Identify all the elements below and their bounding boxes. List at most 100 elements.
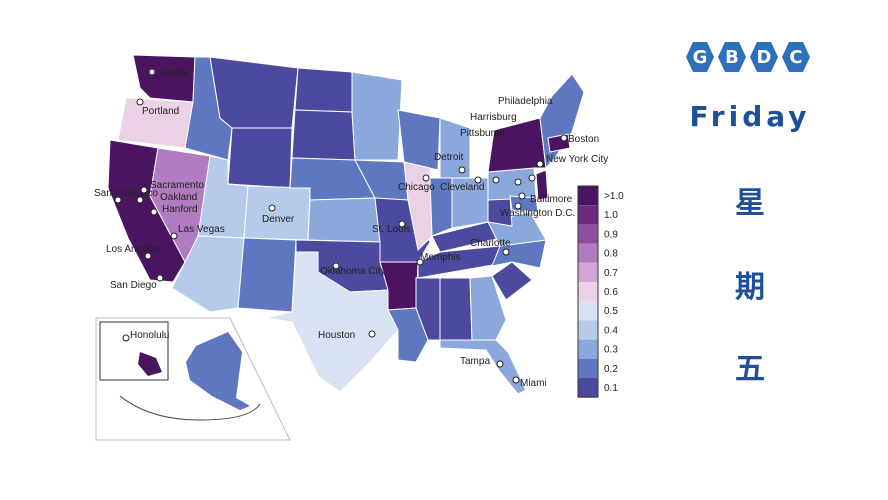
city-cleveland[interactable]: Cleveland [440,176,484,193]
svg-text:Charlotte: Charlotte [470,238,511,249]
legend-swatch [578,378,598,398]
state-hi [138,352,162,376]
city-chicago[interactable]: Chicago [398,174,435,193]
city-philadelphia[interactable]: Philadelphia [498,96,553,182]
state-il [403,161,433,252]
state-al [439,277,473,341]
svg-text:Philadelphia: Philadelphia [498,96,553,107]
city-harrisburg[interactable]: Harrisburg [470,112,522,186]
svg-text:Baltimore: Baltimore [530,194,573,205]
city-charlotte[interactable]: Charlotte [470,238,511,256]
legend-swatch [578,282,598,302]
legend-swatch [578,186,598,206]
state-sc [491,261,533,301]
svg-text:Washington D.C.: Washington D.C. [500,208,575,219]
state-mi [439,117,471,179]
svg-text:San Diego: San Diego [110,280,157,291]
brand-letter-g: G [686,42,714,72]
city-los-angeles[interactable]: Los Angeles [106,244,161,260]
day-chinese-qi: 期 [735,270,765,305]
day-chinese-wu: 五 [735,352,765,387]
legend-label: 0.7 [604,268,618,279]
city-oklahoma-city[interactable]: Oklahoma City [320,262,386,277]
city-seattle[interactable]: Seattle [148,68,190,79]
state-wa [132,54,196,103]
legend-label: 0.5 [604,306,618,317]
state-mn [351,71,403,161]
city-pittsburgh[interactable]: Pittsburgh [460,128,505,184]
states [107,54,585,395]
brand-letter-d: D [750,42,778,72]
svg-text:Honolulu: Honolulu [130,330,169,341]
svg-text:Hanford: Hanford [162,204,198,215]
city-san-diego[interactable]: San Diego [110,274,164,291]
svg-text:Oklahoma City: Oklahoma City [320,266,386,277]
state-mt [209,56,299,129]
legend-label: 0.6 [604,287,618,298]
city-hanford[interactable]: Hanford [150,204,198,216]
city-oakland[interactable]: Oakland [136,192,197,204]
city-houston[interactable]: Houston [318,330,376,341]
city-washington-dc[interactable]: Washington D.C. [500,202,575,219]
city-las-vegas[interactable]: Las Vegas [170,224,225,240]
city-boston[interactable]: Boston [560,134,599,145]
state-ga [469,275,507,341]
day-chinese-xing: 星 [735,186,765,221]
state-sd [291,109,356,161]
legend: >1.0 1.0 0.9 0.8 0.7 0.6 0.5 0.4 0.3 0.2 0.1 [577,185,624,398]
city-portland[interactable]: Portland [136,98,179,117]
svg-text:Memphis: Memphis [420,252,461,263]
svg-text:Detroit: Detroit [434,152,464,163]
legend-swatch [578,224,598,244]
city-detroit[interactable]: Detroit [434,152,466,174]
city-san-francisco[interactable]: San Francisco [94,188,158,204]
city-miami[interactable]: Miami [512,376,547,389]
legend-label: 0.8 [604,249,618,260]
state-ny [487,117,547,173]
state-tx [265,251,399,393]
legend-swatch [578,205,598,225]
city-memphis[interactable]: Memphis [416,252,461,266]
legend-border [577,185,599,398]
city-denver[interactable]: Denver [262,204,295,225]
svg-text:Harrisburg: Harrisburg [470,112,517,123]
svg-text:San Francisco: San Francisco [94,188,158,199]
svg-text:Miami: Miami [520,378,547,389]
state-ks [307,197,381,243]
svg-text:Tampa: Tampa [460,356,490,367]
city-markers: Seattle Portland San Francisco Sacrament… [94,68,608,389]
svg-text:Los Angeles: Los Angeles [106,244,161,255]
legend-swatch [578,358,598,378]
svg-text:Chicago: Chicago [398,182,435,193]
city-tampa[interactable]: Tampa [460,356,504,368]
svg-text:Sacramento: Sacramento [150,180,204,191]
svg-text:Oakland: Oakland [160,192,197,203]
state-pa [487,167,537,201]
legend-label: >1.0 [604,191,624,202]
legend-swatch [578,243,598,263]
brand-logo: G B D C [686,42,810,76]
legend-label: 0.9 [604,229,618,240]
legend-label: 0.4 [604,325,618,336]
svg-text:Seattle: Seattle [158,68,190,79]
hawaii-box [99,321,169,381]
legend-label: 1.0 [604,210,618,221]
state-wy [227,127,293,189]
legend-label: 0.1 [604,383,618,394]
svg-text:New York City: New York City [546,154,608,165]
city-honolulu[interactable]: Honolulu [122,330,169,342]
state-ak [186,332,250,410]
city-sacramento[interactable]: Sacramento [140,180,204,194]
inset-box [95,317,291,441]
state-co [243,185,311,241]
day-english: Friday [689,100,811,133]
svg-text:Houston: Houston [318,330,355,341]
state-nj [535,169,549,201]
city-st-louis[interactable]: St. Louis [372,220,411,235]
state-ms [415,277,441,341]
city-new-york-city[interactable]: New York City [536,154,608,168]
state-fl [439,339,527,395]
svg-text:St. Louis: St. Louis [372,224,411,235]
city-baltimore[interactable]: Baltimore [518,192,573,205]
